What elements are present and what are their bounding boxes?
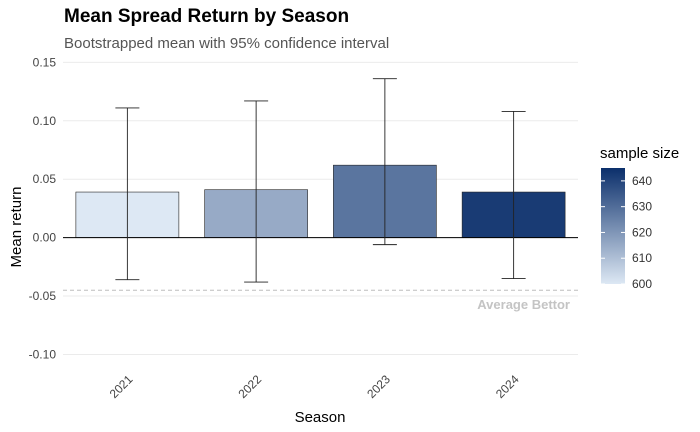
reference-line-label: Average Bettor	[477, 297, 570, 312]
y-axis-title: Mean return	[8, 187, 25, 268]
x-tick-label: 2022	[235, 372, 264, 401]
legend-tick-label: 620	[632, 225, 652, 239]
error-bars	[115, 78, 526, 283]
y-tick-label: 0.10	[33, 114, 57, 128]
legend-tick-label: 600	[632, 277, 652, 291]
legend-colorbar	[601, 168, 625, 284]
legend-title: sample size	[600, 145, 679, 162]
chart-title: Mean Spread Return by Season	[64, 6, 350, 27]
x-tick-label: 2023	[364, 372, 393, 401]
x-tick-label: 2021	[107, 372, 136, 401]
chart-subtitle: Bootstrapped mean with 95% confidence in…	[64, 35, 390, 52]
y-tick-label: 0.00	[33, 231, 57, 245]
legend: sample size 640 630 620 610 600	[600, 145, 679, 291]
x-tick-label: 2024	[493, 372, 522, 401]
reference-line-group: Average Bettor	[63, 289, 578, 312]
y-tick-label: -0.05	[29, 289, 57, 303]
legend-tick-label: 640	[632, 174, 652, 188]
y-tick-labels: 0.15 0.10 0.05 0.00 -0.05 -0.10	[29, 55, 57, 361]
legend-tick-label: 610	[632, 251, 652, 265]
bars	[75, 164, 566, 238]
y-tick-label: -0.10	[29, 347, 57, 361]
y-tick-label: 0.15	[33, 55, 57, 69]
x-tick-labels: 2021 2022 2023 2024	[107, 372, 522, 401]
y-tick-label: 0.05	[33, 172, 57, 186]
legend-ticks: 640 630 620 610 600	[601, 174, 652, 291]
legend-tick-label: 630	[632, 200, 652, 214]
x-axis-title: Season	[295, 409, 346, 426]
